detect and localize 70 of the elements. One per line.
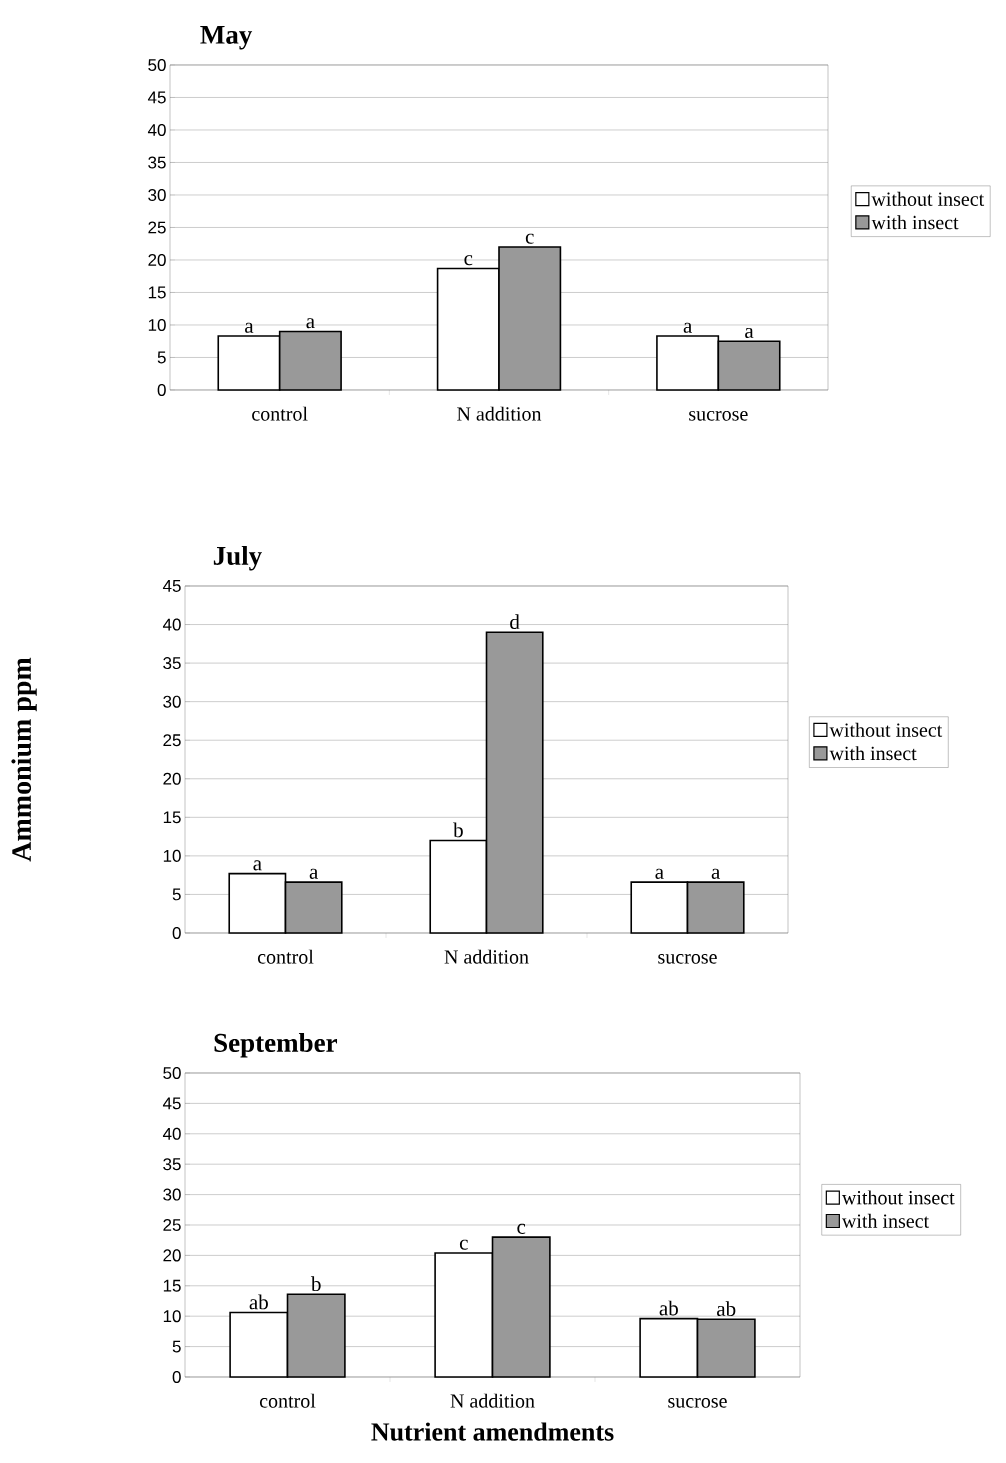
- y-tick-label: 45: [162, 580, 181, 592]
- x-tick-label: sucrose: [668, 1398, 727, 1408]
- x-axis-title: Nutrient amendments: [371, 1422, 614, 1441]
- y-tick-label: 40: [147, 123, 166, 137]
- data-label: c: [464, 255, 473, 266]
- y-tick-label: 25: [163, 1218, 181, 1232]
- legend-label: with insect: [871, 215, 959, 230]
- legend-label: with insect: [829, 746, 917, 761]
- y-tick-label: 20: [148, 253, 166, 267]
- data-label: c: [517, 1223, 526, 1234]
- chart-title: September: [214, 1032, 338, 1058]
- data-label: a: [711, 868, 721, 879]
- data-label: ab: [659, 1300, 678, 1316]
- data-label: a: [245, 322, 254, 333]
- y-tick-label: 5: [157, 351, 166, 364]
- y-tick-label: 40: [162, 618, 181, 631]
- y-tick-label: 10: [163, 849, 181, 862]
- x-tick-label: control: [259, 1393, 316, 1408]
- y-tick-label: 50: [148, 58, 166, 71]
- chart-title: July: [213, 545, 262, 571]
- y-tick-label: 5: [172, 888, 181, 901]
- y-tick-label: 30: [148, 188, 166, 202]
- data-label: ab: [717, 1301, 736, 1317]
- y-tick-label: 30: [163, 1188, 181, 1201]
- x-tick-label: N addition: [457, 406, 542, 421]
- data-label: ab: [249, 1294, 268, 1310]
- y-tick-label: 35: [163, 657, 181, 670]
- x-tick-label: N addition: [444, 949, 529, 964]
- y-tick-label: 40: [162, 1127, 181, 1140]
- x-tick-label: N addition: [450, 1393, 535, 1408]
- chart-title: May: [200, 25, 253, 50]
- y-tick-label: 45: [147, 91, 166, 104]
- y-axis-title: Ammonium ppm: [11, 657, 37, 862]
- data-label: a: [745, 327, 754, 339]
- data-label: c: [525, 233, 534, 244]
- y-tick-label: 20: [163, 772, 181, 785]
- y-tick-label: 15: [148, 286, 166, 299]
- x-tick-label: sucrose: [689, 411, 748, 421]
- data-label: b: [453, 822, 463, 838]
- y-tick-label: 15: [163, 1279, 181, 1292]
- y-tick-label: 0: [157, 383, 166, 397]
- legend-label: without insect: [829, 722, 943, 737]
- x-tick-label: control: [252, 406, 308, 421]
- y-tick-label: 50: [163, 1066, 181, 1080]
- y-tick-label: 35: [148, 156, 166, 169]
- data-label: a: [309, 868, 319, 879]
- x-tick-label: control: [257, 949, 314, 964]
- y-tick-label: 20: [163, 1249, 181, 1262]
- data-label: b: [310, 1276, 321, 1292]
- y-tick-label: 30: [163, 695, 181, 708]
- legend-label: without insect: [841, 1190, 955, 1205]
- y-tick-label: 35: [163, 1158, 181, 1171]
- data-label: a: [655, 868, 664, 879]
- legend-label: without insect: [871, 191, 985, 206]
- y-tick-label: 0: [172, 926, 181, 940]
- data-label: d: [510, 614, 520, 630]
- x-tick-label: sucrose: [658, 954, 717, 964]
- y-tick-label: 5: [172, 1340, 181, 1353]
- y-tick-label: 15: [163, 811, 181, 824]
- y-tick-label: 45: [162, 1097, 181, 1110]
- y-tick-label: 25: [148, 221, 166, 234]
- y-tick-label: 25: [163, 734, 181, 747]
- y-tick-label: 10: [148, 318, 166, 332]
- data-label: a: [306, 318, 315, 329]
- y-tick-label: 10: [163, 1310, 181, 1323]
- data-label: a: [683, 322, 693, 333]
- legend-label: with insect: [841, 1213, 930, 1228]
- data-label: a: [253, 860, 262, 871]
- y-tick-label: 0: [172, 1370, 181, 1384]
- data-label: c: [459, 1239, 468, 1250]
